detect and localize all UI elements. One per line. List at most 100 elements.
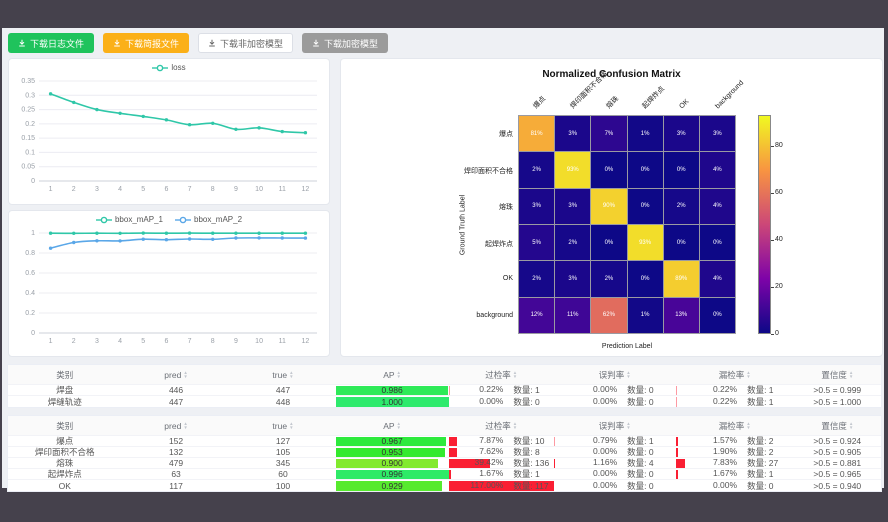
column-header[interactable]: true ▲ ▼ [231,365,336,384]
over-rate-count: 数量: 10 [513,436,545,446]
matrix-cell: 3% [699,116,735,152]
matrix-row-label: 起焊炸点 [485,240,513,248]
miss-rate-pct: 0.22% [712,396,738,406]
sort-icon[interactable]: ▲ ▼ [626,370,631,379]
legend-line-icon [175,216,191,223]
ap-bar [336,458,439,468]
ap-bar [336,447,445,457]
sort-icon[interactable]: ▲ ▼ [746,421,751,430]
download-log-button[interactable]: 下载日志文件 [8,33,95,53]
over-rate-cell: 117.00% 数量: 117 [448,480,554,491]
table-row: 焊缝轨迹 447 448 1.000 0.00% 数量: 0 0.00% 数量: 0 0.22%… [8,396,881,407]
column-header[interactable]: true ▲ ▼ [231,416,336,435]
miss-rate-pct: 0.22% [712,385,738,394]
matrix-cell: 3% [555,261,591,297]
colorbar-tick: 20 [771,282,783,290]
rate-bar [675,385,677,395]
column-header-label: pred [164,420,182,431]
column-header[interactable]: AP ▲ ▼ [335,365,448,384]
column-header[interactable]: pred ▲ ▼ [121,416,230,435]
column-header[interactable]: 过检率 ▲ ▼ [449,416,554,435]
sort-icon[interactable]: ▲ ▼ [289,421,294,430]
pred-cell: 447 [168,396,184,407]
sort-icon[interactable]: ▲ ▼ [512,370,518,379]
miss-rate-cell: 7.83% 数量: 27 [675,458,794,468]
legend-line-icon [95,216,112,223]
legend-label: bbox_mAP_1 [114,215,163,224]
column-header[interactable]: 置信度 ▲ ▼ [794,416,881,435]
pred-cell: 63 [171,469,181,479]
sort-icon[interactable]: ▲ ▼ [183,421,188,430]
matrix-cell: 1% [627,297,663,333]
sort-icon[interactable]: ▲ ▼ [848,421,854,430]
ap-value: 0.900 [381,458,403,468]
download-toolbar: 下载日志文件 下载简报文件 下载非加密模型 下载加密模型 [8,28,389,58]
matrix-cell: 3% [519,188,555,224]
svg-text:1: 1 [31,230,35,237]
svg-text:12: 12 [302,338,310,345]
confidence-cell: >0.5 = 0.924 [813,436,862,446]
table-row: 熔珠 479 345 0.900 39.42% 数量: 136 1.16% 数量: 4 7.83… [8,458,881,469]
column-header[interactable]: 漏检率 ▲ ▼ [676,365,794,384]
true-cell: 447 [275,385,291,395]
matrix-cell: 2% [555,224,591,261]
column-header-label: 误判率 [598,420,625,431]
category-cell: 起焊炸点 [47,469,82,479]
misjudge-rate-count: 数量: 0 [627,396,654,407]
misjudge-rate-pct: 0.00% [593,480,618,490]
column-header[interactable]: 误判率 ▲ ▼ [554,416,676,435]
over-rate-pct: 39.42% [474,458,504,467]
miss-rate-cell: 1.67% 数量: 1 [675,469,794,479]
matrix-cell: 3% [555,116,591,152]
download-unencrypted-model-button[interactable]: 下载非加密模型 [198,33,294,53]
over-rate-count: 数量: 1 [513,385,540,395]
matrix-cell: 0% [591,152,627,188]
column-header-label: 过检率 [485,420,511,431]
legend-item-bbox_mAP_2[interactable]: bbox_mAP_2 [175,215,242,224]
sort-icon[interactable]: ▲ ▼ [512,421,518,430]
rate-bar [448,480,554,491]
matrix-cell: 2% [663,188,699,224]
matrix-cell: 1% [627,116,663,152]
ap-value: 0.929 [381,480,403,491]
column-header[interactable]: pred ▲ ▼ [121,365,230,384]
matrix-cell: 0% [627,261,663,297]
sort-icon[interactable]: ▲ ▼ [626,421,631,430]
svg-text:6: 6 [164,186,168,193]
misjudge-rate-pct: 0.00% [593,396,618,406]
legend-item-loss[interactable]: loss [152,63,186,72]
column-header[interactable]: 置信度 ▲ ▼ [794,365,881,384]
ap-cell: 0.900 [335,458,448,468]
svg-text:5: 5 [141,338,145,345]
svg-text:4: 4 [118,186,122,193]
matrix-cell: 0% [591,224,627,261]
misjudge-rate-cell: 1.16% 数量: 4 [553,458,676,468]
column-header-label: 类别 [56,420,74,431]
sort-icon[interactable]: ▲ ▼ [289,370,294,379]
over-rate-pct: 7.62% [479,447,504,456]
pred-cell: 117 [169,480,183,491]
svg-text:10: 10 [255,338,263,345]
true-cell: 100 [275,480,291,491]
misjudge-rate-count: 数量: 1 [627,436,654,446]
sort-icon[interactable]: ▲ ▼ [396,370,401,379]
miss-rate-cell: 0.22% 数量: 1 [675,396,794,407]
column-header[interactable]: 漏检率 ▲ ▼ [676,416,794,435]
svg-text:4: 4 [118,338,122,345]
column-header[interactable]: 误判率 ▲ ▼ [554,365,676,384]
ap-cell: 0.953 [335,447,448,457]
download-encrypted-model-button[interactable]: 下载加密模型 [302,33,389,53]
svg-text:0.4: 0.4 [25,290,35,297]
download-icon [313,39,319,47]
svg-text:0: 0 [31,330,35,337]
table-row: 焊盘 446 447 0.986 0.22% 数量: 1 0.00% 数量: 0 0.22% 数量… [8,385,881,396]
sort-icon[interactable]: ▲ ▼ [396,421,401,430]
download-report-button[interactable]: 下载简报文件 [103,33,190,53]
column-header[interactable]: AP ▲ ▼ [335,416,448,435]
sort-icon[interactable]: ▲ ▼ [183,370,188,379]
legend-item-bbox_mAP_1[interactable]: bbox_mAP_1 [95,215,163,224]
column-header[interactable]: 过检率 ▲ ▼ [449,365,554,384]
svg-text:5: 5 [141,186,145,193]
sort-icon[interactable]: ▲ ▼ [848,370,854,379]
sort-icon[interactable]: ▲ ▼ [746,370,751,379]
